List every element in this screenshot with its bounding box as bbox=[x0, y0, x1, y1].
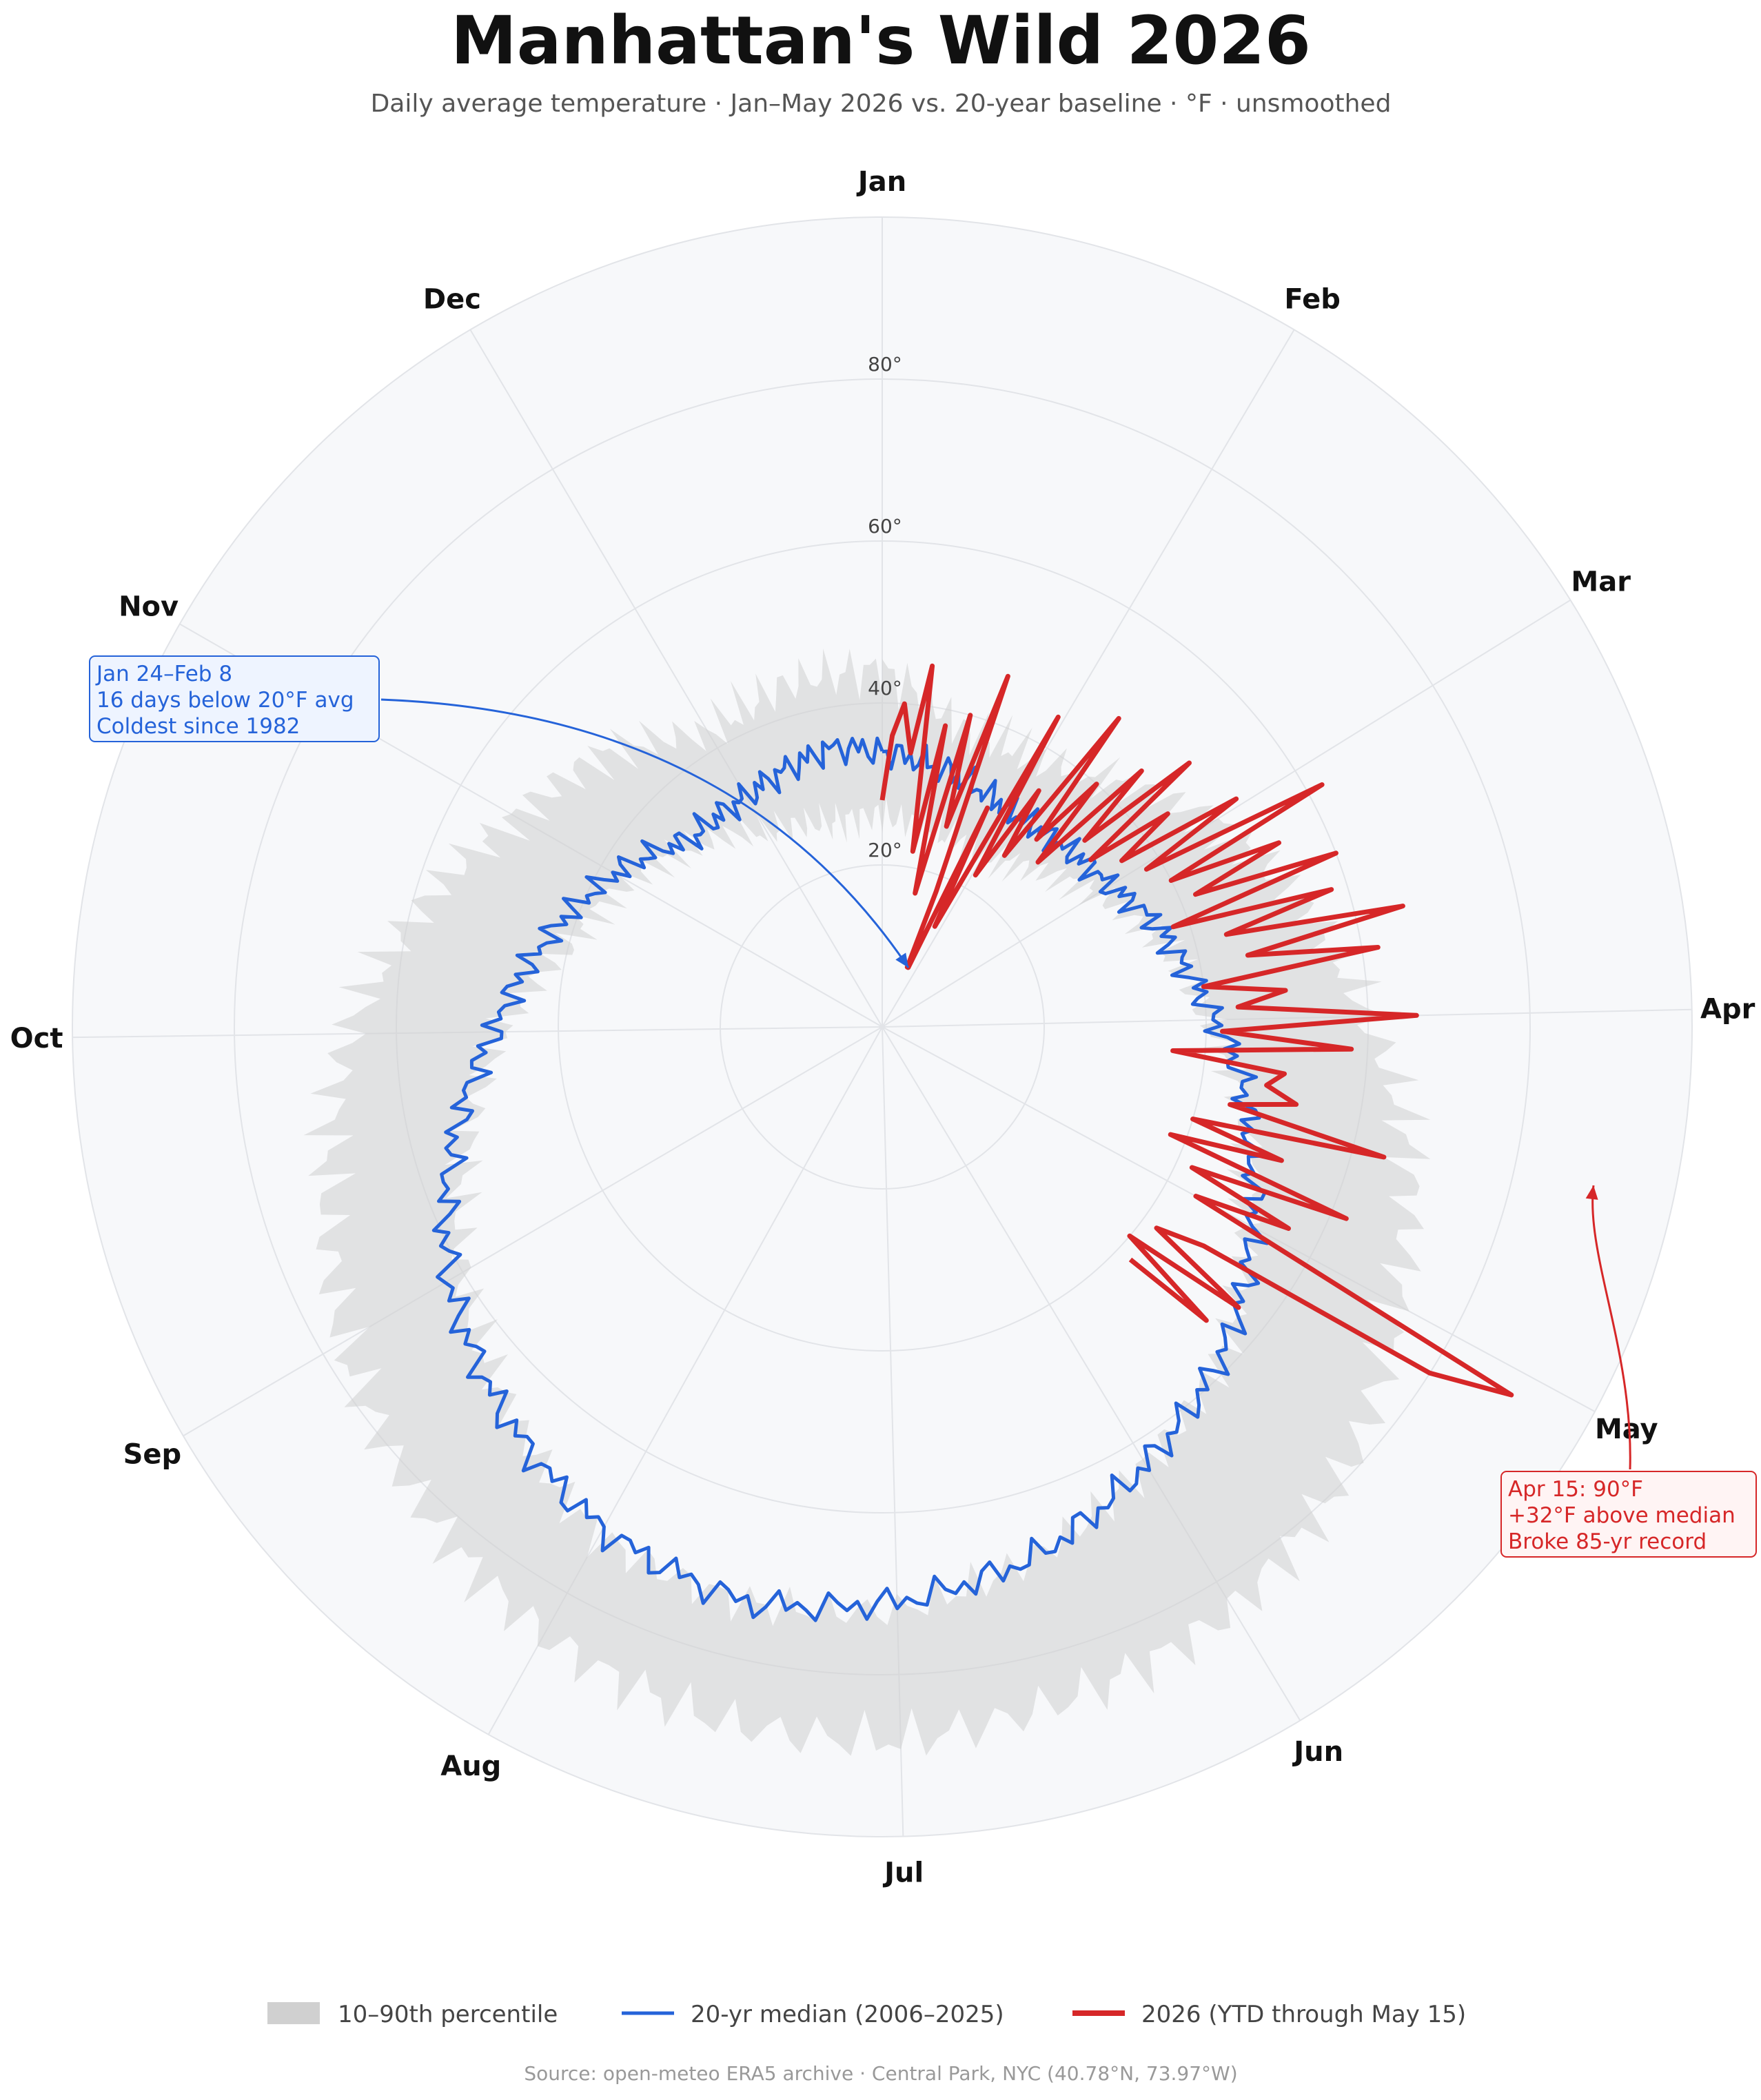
annotations: Jan 24–Feb 816 days below 20°F avgColdes… bbox=[89, 655, 1757, 1558]
legend-swatch-percentile-band bbox=[267, 2002, 320, 2024]
month-label-aug: Aug bbox=[440, 1751, 501, 1782]
radial-tick-labels: 20° 40° 60° 80° bbox=[868, 353, 902, 862]
annotation-arrowhead bbox=[895, 952, 908, 968]
percentile-band bbox=[303, 649, 1431, 1756]
annotation-text-line: Coldest since 1982 bbox=[96, 714, 300, 739]
annotation-text-line: Jan 24–Feb 8 bbox=[95, 662, 232, 686]
month-labels: Jan Feb Mar Apr May Jun Jul Aug Sep Oct Nov Dec bbox=[10, 166, 1755, 1889]
radial-tick-label: 80° bbox=[868, 353, 902, 376]
radial-tick-label: 40° bbox=[868, 677, 902, 700]
median-line-layer bbox=[431, 736, 1270, 1622]
legend-label-ytd: 2026 (YTD through May 15) bbox=[1141, 2001, 1466, 2028]
grid-spoke bbox=[882, 1026, 1301, 1721]
annotation-box bbox=[89, 655, 380, 742]
ytd-2026-line bbox=[879, 663, 1514, 1398]
polar-grid bbox=[72, 216, 1693, 1837]
chart-title: Manhattan's Wild 2026 bbox=[451, 2, 1311, 79]
month-label-dec: Dec bbox=[423, 284, 481, 316]
month-label-jan: Jan bbox=[856, 166, 906, 198]
chart-subtitle: Daily average temperature · Jan–May 2026… bbox=[371, 90, 1392, 118]
month-label-feb: Feb bbox=[1284, 284, 1340, 316]
source-note: Source: open-meteo ERA5 archive · Centra… bbox=[524, 2062, 1237, 2085]
month-label-oct: Oct bbox=[10, 1023, 63, 1054]
month-label-jul: Jul bbox=[882, 1857, 924, 1889]
legend: 10–90th percentile 20-yr median (2006–20… bbox=[267, 2001, 1466, 2028]
radial-tick-label: 60° bbox=[868, 515, 902, 538]
month-label-may: May bbox=[1595, 1414, 1658, 1445]
annotation-text-line: Broke 85-yr record bbox=[1508, 1529, 1707, 1554]
grid-spoke bbox=[882, 599, 1571, 1028]
radial-tick-label: 20° bbox=[868, 839, 902, 862]
month-label-sep: Sep bbox=[123, 1439, 182, 1471]
percentile-band-layer bbox=[303, 649, 1431, 1756]
annotation-arrow bbox=[380, 698, 910, 968]
annotation-text-line: Apr 15: 90°F bbox=[1508, 1477, 1643, 1502]
annotation-cold-snap: Jan 24–Feb 816 days below 20°F avgColdes… bbox=[89, 655, 910, 968]
grid-spoke bbox=[183, 1026, 883, 1437]
annotation-text-line: +32°F above median bbox=[1508, 1503, 1735, 1528]
month-label-apr: Apr bbox=[1700, 994, 1755, 1026]
month-label-nov: Nov bbox=[119, 591, 179, 623]
grid-spoke bbox=[469, 329, 883, 1028]
month-label-jun: Jun bbox=[1292, 1736, 1343, 1768]
ytd-line-layer bbox=[879, 663, 1514, 1398]
grid-spoke bbox=[882, 1026, 1596, 1412]
annotation-arrow bbox=[1591, 1185, 1631, 1470]
annotation-text-line: 16 days below 20°F avg bbox=[96, 688, 354, 713]
legend-label-median: 20-yr median (2006–2025) bbox=[691, 2001, 1004, 2028]
annotation-arrowhead bbox=[1585, 1185, 1598, 1200]
grid-spoke bbox=[882, 329, 1295, 1028]
annotation-box bbox=[1500, 1471, 1757, 1558]
legend-label-percentile-band: 10–90th percentile bbox=[338, 2001, 558, 2028]
month-label-mar: Mar bbox=[1571, 566, 1631, 598]
median-line bbox=[431, 736, 1270, 1622]
